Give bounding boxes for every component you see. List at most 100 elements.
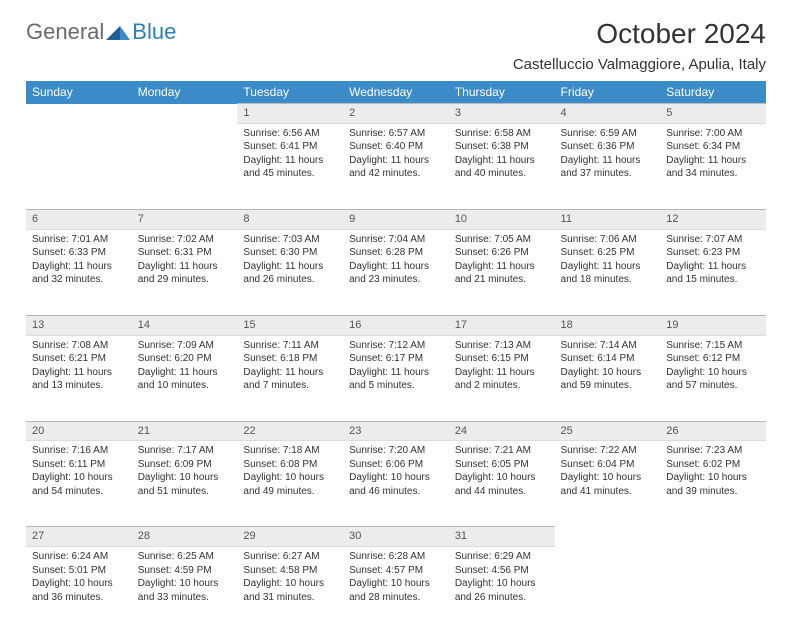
sunrise-text: Sunrise: 7:04 AM — [349, 233, 443, 247]
day-number-cell: 13 — [26, 315, 132, 335]
sunset-text: Sunset: 6:26 PM — [455, 246, 549, 260]
sunrise-text: Sunrise: 7:09 AM — [138, 339, 232, 353]
sunset-text: Sunset: 4:58 PM — [243, 564, 337, 578]
daylight-text: Daylight: 11 hours and 21 minutes. — [455, 260, 549, 287]
sunrise-text: Sunrise: 7:06 AM — [561, 233, 655, 247]
day-number-cell: 24 — [449, 421, 555, 441]
day-cell: Sunrise: 7:07 AMSunset: 6:23 PMDaylight:… — [660, 229, 766, 315]
day-number-cell: 18 — [555, 315, 661, 335]
day-number-cell: 12 — [660, 209, 766, 229]
day-number-cell: 5 — [660, 104, 766, 124]
sunset-text: Sunset: 6:17 PM — [349, 352, 443, 366]
day-cell: Sunrise: 7:20 AMSunset: 6:06 PMDaylight:… — [343, 441, 449, 527]
day-number-cell: 3 — [449, 104, 555, 124]
day-cell: Sunrise: 7:00 AMSunset: 6:34 PMDaylight:… — [660, 123, 766, 209]
daylight-text: Daylight: 11 hours and 15 minutes. — [666, 260, 760, 287]
daylight-text: Daylight: 11 hours and 45 minutes. — [243, 154, 337, 181]
sunset-text: Sunset: 4:57 PM — [349, 564, 443, 578]
sunset-text: Sunset: 6:15 PM — [455, 352, 549, 366]
sunrise-text: Sunrise: 7:01 AM — [32, 233, 126, 247]
daylight-text: Daylight: 10 hours and 51 minutes. — [138, 471, 232, 498]
day-number-cell: 8 — [237, 209, 343, 229]
sunset-text: Sunset: 6:30 PM — [243, 246, 337, 260]
logo-text-general: General — [26, 19, 104, 45]
week-row: Sunrise: 6:24 AMSunset: 5:01 PMDaylight:… — [26, 547, 766, 633]
week-row: Sunrise: 6:56 AMSunset: 6:41 PMDaylight:… — [26, 123, 766, 209]
weekday-header: Friday — [555, 81, 661, 104]
sunset-text: Sunset: 6:40 PM — [349, 140, 443, 154]
day-cell: Sunrise: 7:03 AMSunset: 6:30 PMDaylight:… — [237, 229, 343, 315]
day-number-cell: 22 — [237, 421, 343, 441]
sunrise-text: Sunrise: 7:18 AM — [243, 444, 337, 458]
day-cell: Sunrise: 7:08 AMSunset: 6:21 PMDaylight:… — [26, 335, 132, 421]
sunrise-text: Sunrise: 7:14 AM — [561, 339, 655, 353]
weekday-header: Monday — [132, 81, 238, 104]
day-number-cell: 10 — [449, 209, 555, 229]
day-number-cell: 20 — [26, 421, 132, 441]
day-cell: Sunrise: 6:27 AMSunset: 4:58 PMDaylight:… — [237, 547, 343, 633]
daylight-text: Daylight: 10 hours and 46 minutes. — [349, 471, 443, 498]
sunrise-text: Sunrise: 7:16 AM — [32, 444, 126, 458]
daylight-text: Daylight: 11 hours and 42 minutes. — [349, 154, 443, 181]
daylight-text: Daylight: 11 hours and 34 minutes. — [666, 154, 760, 181]
daylight-text: Daylight: 11 hours and 23 minutes. — [349, 260, 443, 287]
day-cell: Sunrise: 6:28 AMSunset: 4:57 PMDaylight:… — [343, 547, 449, 633]
sunrise-text: Sunrise: 7:21 AM — [455, 444, 549, 458]
daylight-text: Daylight: 10 hours and 41 minutes. — [561, 471, 655, 498]
day-number-cell — [132, 104, 238, 124]
day-number-cell: 16 — [343, 315, 449, 335]
header: General Blue October 2024 Castelluccio V… — [26, 18, 766, 73]
sunrise-text: Sunrise: 7:02 AM — [138, 233, 232, 247]
day-cell: Sunrise: 6:56 AMSunset: 6:41 PMDaylight:… — [237, 123, 343, 209]
daylight-text: Daylight: 11 hours and 32 minutes. — [32, 260, 126, 287]
daylight-text: Daylight: 11 hours and 13 minutes. — [32, 366, 126, 393]
sunrise-text: Sunrise: 6:56 AM — [243, 127, 337, 141]
sunset-text: Sunset: 6:05 PM — [455, 458, 549, 472]
sunrise-text: Sunrise: 7:20 AM — [349, 444, 443, 458]
day-number-cell: 6 — [26, 209, 132, 229]
sunset-text: Sunset: 6:34 PM — [666, 140, 760, 154]
weekday-header: Sunday — [26, 81, 132, 104]
sunrise-text: Sunrise: 6:58 AM — [455, 127, 549, 141]
daylight-text: Daylight: 10 hours and 28 minutes. — [349, 577, 443, 604]
sunset-text: Sunset: 6:38 PM — [455, 140, 549, 154]
daylight-text: Daylight: 11 hours and 5 minutes. — [349, 366, 443, 393]
day-cell: Sunrise: 7:12 AMSunset: 6:17 PMDaylight:… — [343, 335, 449, 421]
day-cell: Sunrise: 7:18 AMSunset: 6:08 PMDaylight:… — [237, 441, 343, 527]
daylight-text: Daylight: 11 hours and 40 minutes. — [455, 154, 549, 181]
day-number-cell: 1 — [237, 104, 343, 124]
day-number-cell — [555, 527, 661, 547]
weekday-header: Tuesday — [237, 81, 343, 104]
day-cell: Sunrise: 7:15 AMSunset: 6:12 PMDaylight:… — [660, 335, 766, 421]
sunset-text: Sunset: 5:01 PM — [32, 564, 126, 578]
daynum-row: 13141516171819 — [26, 315, 766, 335]
sunrise-text: Sunrise: 7:11 AM — [243, 339, 337, 353]
sunset-text: Sunset: 6:20 PM — [138, 352, 232, 366]
daylight-text: Daylight: 10 hours and 49 minutes. — [243, 471, 337, 498]
day-number-cell: 4 — [555, 104, 661, 124]
week-row: Sunrise: 7:16 AMSunset: 6:11 PMDaylight:… — [26, 441, 766, 527]
day-number-cell: 11 — [555, 209, 661, 229]
day-cell: Sunrise: 7:21 AMSunset: 6:05 PMDaylight:… — [449, 441, 555, 527]
logo: General Blue — [26, 18, 176, 45]
day-cell — [26, 123, 132, 209]
day-cell: Sunrise: 7:06 AMSunset: 6:25 PMDaylight:… — [555, 229, 661, 315]
day-number-cell — [26, 104, 132, 124]
daylight-text: Daylight: 10 hours and 54 minutes. — [32, 471, 126, 498]
daylight-text: Daylight: 10 hours and 36 minutes. — [32, 577, 126, 604]
daylight-text: Daylight: 11 hours and 10 minutes. — [138, 366, 232, 393]
sunset-text: Sunset: 6:18 PM — [243, 352, 337, 366]
day-number-cell: 25 — [555, 421, 661, 441]
sunset-text: Sunset: 6:41 PM — [243, 140, 337, 154]
weekday-header: Saturday — [660, 81, 766, 104]
day-number-cell: 30 — [343, 527, 449, 547]
sunrise-text: Sunrise: 6:57 AM — [349, 127, 443, 141]
day-cell — [132, 123, 238, 209]
daylight-text: Daylight: 10 hours and 57 minutes. — [666, 366, 760, 393]
week-row: Sunrise: 7:08 AMSunset: 6:21 PMDaylight:… — [26, 335, 766, 421]
sunrise-text: Sunrise: 7:12 AM — [349, 339, 443, 353]
sunset-text: Sunset: 6:33 PM — [32, 246, 126, 260]
day-cell: Sunrise: 7:14 AMSunset: 6:14 PMDaylight:… — [555, 335, 661, 421]
daylight-text: Daylight: 10 hours and 44 minutes. — [455, 471, 549, 498]
sunrise-text: Sunrise: 7:17 AM — [138, 444, 232, 458]
